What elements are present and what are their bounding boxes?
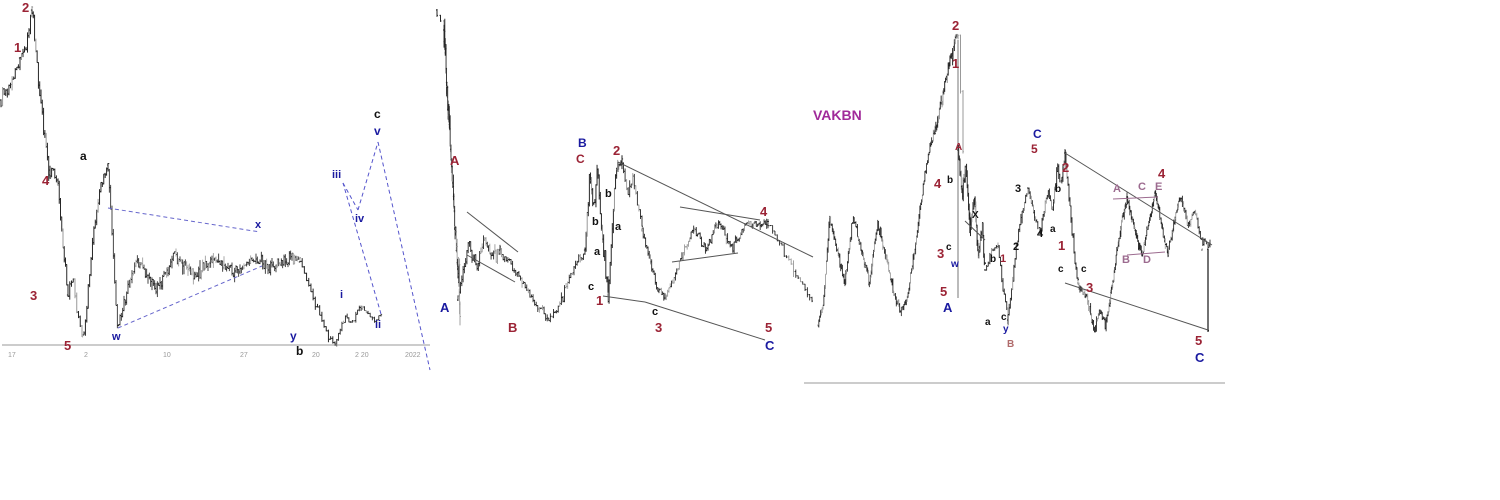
svg-text:a: a	[80, 149, 87, 163]
svg-text:20: 20	[312, 352, 320, 359]
svg-text:c: c	[1058, 264, 1064, 275]
svg-text:2: 2	[22, 0, 29, 15]
svg-text:b: b	[1055, 184, 1061, 195]
svg-text:2: 2	[952, 18, 959, 33]
svg-text:w: w	[111, 331, 121, 343]
svg-text:v: v	[374, 124, 381, 138]
svg-text:x: x	[255, 219, 262, 231]
svg-text:2: 2	[84, 352, 88, 359]
svg-text:4: 4	[42, 173, 50, 188]
svg-text:A: A	[955, 142, 962, 153]
svg-text:5: 5	[1195, 333, 1202, 348]
svg-text:y: y	[1003, 324, 1009, 335]
svg-text:1: 1	[14, 40, 21, 55]
svg-text:2: 2	[613, 143, 620, 158]
svg-text:a: a	[615, 221, 622, 233]
svg-text:B: B	[1122, 254, 1130, 266]
svg-text:C: C	[576, 152, 585, 166]
svg-text:5: 5	[940, 284, 947, 299]
svg-text:2 20: 2 20	[355, 352, 369, 359]
svg-text:C: C	[1195, 350, 1205, 365]
svg-text:b: b	[605, 188, 612, 200]
svg-text:5: 5	[64, 338, 71, 353]
svg-text:iii: iii	[332, 169, 341, 181]
svg-text:a: a	[985, 317, 991, 328]
svg-text:ii: ii	[375, 319, 381, 331]
svg-text:2: 2	[1062, 160, 1069, 175]
svg-text:5: 5	[1031, 142, 1038, 156]
svg-text:3: 3	[1086, 280, 1093, 295]
svg-text:i: i	[340, 289, 343, 301]
svg-text:c: c	[374, 107, 381, 121]
svg-text:a: a	[594, 246, 601, 258]
svg-text:5: 5	[765, 320, 772, 335]
svg-text:b: b	[296, 344, 303, 358]
svg-text:X: X	[972, 210, 979, 221]
svg-text:3: 3	[1015, 183, 1021, 195]
svg-text:10: 10	[163, 352, 171, 359]
svg-text:C: C	[1033, 127, 1042, 141]
svg-text:c: c	[652, 306, 658, 318]
svg-text:C: C	[765, 338, 775, 353]
svg-text:2022: 2022	[405, 352, 421, 359]
svg-text:C: C	[1138, 181, 1146, 193]
svg-text:w: w	[950, 259, 959, 270]
svg-text:4: 4	[760, 204, 768, 219]
svg-text:1: 1	[1000, 253, 1006, 265]
svg-text:1: 1	[1058, 238, 1065, 253]
svg-text:3: 3	[30, 288, 37, 303]
svg-text:A: A	[450, 153, 460, 168]
svg-text:1: 1	[952, 56, 959, 71]
svg-text:E: E	[1155, 181, 1162, 193]
svg-text:b: b	[990, 254, 996, 265]
svg-text:17: 17	[8, 352, 16, 359]
svg-text:B: B	[578, 136, 587, 150]
svg-text:3: 3	[937, 246, 944, 261]
svg-text:A: A	[943, 300, 953, 315]
svg-text:1: 1	[596, 293, 603, 308]
svg-text:c: c	[1081, 264, 1087, 275]
svg-text:c: c	[588, 281, 594, 293]
svg-text:c: c	[946, 242, 952, 253]
svg-text:D: D	[1143, 254, 1151, 266]
svg-text:c: c	[1001, 312, 1007, 323]
svg-text:y: y	[290, 329, 297, 343]
svg-text:2: 2	[1013, 241, 1019, 253]
svg-text:4: 4	[1037, 228, 1044, 240]
svg-text:4: 4	[1158, 166, 1166, 181]
svg-text:27: 27	[240, 352, 248, 359]
svg-text:b: b	[947, 175, 953, 186]
svg-text:A: A	[440, 300, 450, 315]
svg-text:a: a	[1050, 224, 1056, 235]
svg-text:b: b	[592, 216, 599, 228]
svg-text:B: B	[1007, 339, 1014, 350]
svg-text:B: B	[508, 320, 517, 335]
svg-text:iv: iv	[355, 213, 365, 225]
svg-text:4: 4	[934, 176, 942, 191]
svg-text:VAKBN: VAKBN	[813, 107, 862, 123]
svg-text:A: A	[1113, 183, 1121, 195]
svg-text:3: 3	[655, 320, 662, 335]
